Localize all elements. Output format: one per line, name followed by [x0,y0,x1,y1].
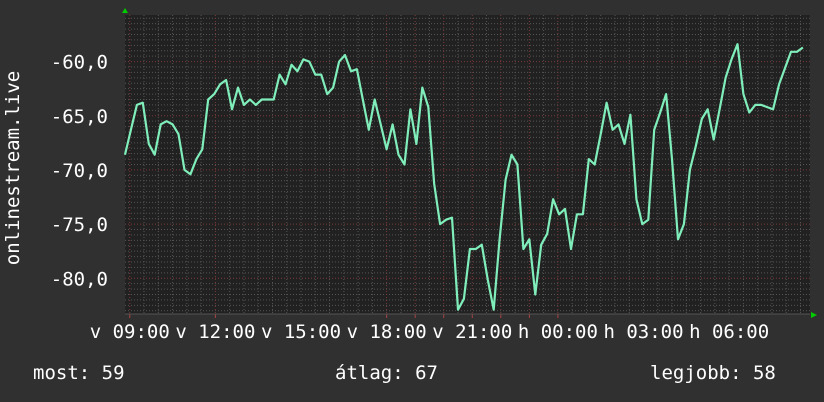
x-axis-arrow-icon [811,312,817,318]
x-tick-label: h 03:00 [603,321,683,343]
y-axis-label: onlinestream.live [2,71,24,265]
legend-best: legjobb: 58 [650,362,776,384]
y-tick-label: -80,0 [51,268,108,290]
legend-average: átlag: 67 [335,362,438,384]
x-tick-label: h 00:00 [518,321,598,343]
y-axis: -60,0 -65,0 -70,0 -75,0 -80,0 [51,52,108,291]
x-tick-label: v 12:00 [175,321,255,343]
y-tick-label: -65,0 [51,106,108,128]
y-axis-arrow-icon [122,8,128,13]
x-tick-label: v 21:00 [432,321,512,343]
legend-current: most: 59 [33,362,125,384]
y-tick-label: -60,0 [51,52,108,74]
x-axis: v 09:00 v 12:00 v 15:00 v 18:00 v 21:00 h 00:… [90,321,769,343]
x-tick-label: v 15:00 [261,321,341,343]
y-tick-label: -75,0 [51,214,108,236]
y-tick-label: -70,0 [51,160,108,182]
x-tick-label: v 09:00 [90,321,170,343]
x-tick-label: v 18:00 [347,321,427,343]
x-tick-label: h 06:00 [689,321,769,343]
series-line [123,43,804,311]
